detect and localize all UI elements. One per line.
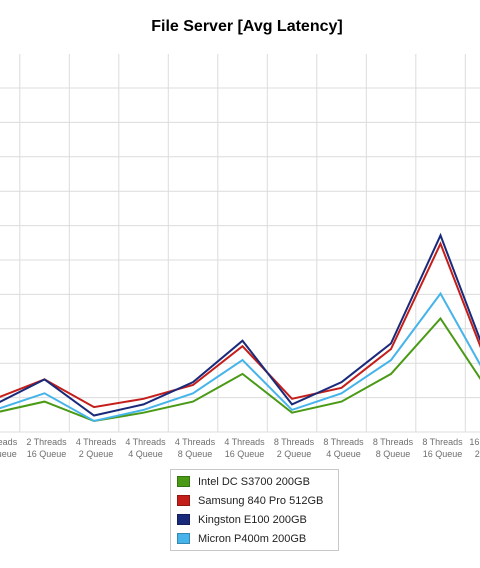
legend-swatch [177,514,190,525]
chart-title: File Server [Avg Latency] [151,18,343,35]
x-tick-label: 16 Queue [225,449,265,459]
legend-label: Kingston E100 200GB [198,513,307,526]
legend-item: Micron P400m 200GB [177,529,332,548]
x-tick-label: 8 Threads [422,437,463,447]
x-tick-label: 1 Threads [0,437,18,447]
x-tick-label: 2 Queue [277,449,312,459]
x-tick-label: 4 Queue [326,449,361,459]
legend: Intel DC S3700 200GB Samsung 840 Pro 512G… [170,469,339,551]
x-tick-label: 8 Threads [274,437,315,447]
legend-label: Micron P400m 200GB [198,532,307,545]
x-tick-label: 4 Threads [224,437,265,447]
legend-swatch [177,495,190,506]
x-tick-label: 8 Queue [376,449,411,459]
x-tick-label: 4 Queue [128,449,163,459]
x-tick-label: 2 Queue [79,449,114,459]
x-tick-label: 4 Threads [125,437,166,447]
x-tick-label: 16 Queue [423,449,463,459]
x-tick-label: 4 Threads [175,437,216,447]
series-line-micron-p400m-200gb [0,291,480,423]
x-tick-label: 8 Threads [323,437,364,447]
x-tick-label: 8 Queue [178,449,213,459]
x-tick-label: 16 Threads [469,437,480,447]
legend-label: Intel DC S3700 200GB [198,475,310,488]
legend-label: Samsung 840 Pro 512GB [198,494,324,507]
series-line-intel-dc-s3700-200gb [0,316,480,423]
x-tick-label: 16 Queue [0,449,17,459]
x-tick-label: 4 Threads [76,437,117,447]
x-axis-ticks: 1 Threads 16 Queue 2 Threads 16 Queue 4 Thre… [0,437,480,459]
series-line-kingston-e100-200gb [0,232,480,417]
x-tick-label: 2 Queue [475,449,480,459]
legend-item: Kingston E100 200GB [177,510,332,529]
legend-item: Intel DC S3700 200GB [177,472,332,491]
series-line-samsung-840-pro-512gb [0,241,480,409]
legend-swatch [177,476,190,487]
x-tick-label: 2 Threads [26,437,67,447]
x-tick-label: 8 Threads [373,437,414,447]
legend-item: Samsung 840 Pro 512GB [177,491,332,510]
series-lines [0,232,480,423]
legend-swatch [177,533,190,544]
x-tick-label: 16 Queue [27,449,67,459]
